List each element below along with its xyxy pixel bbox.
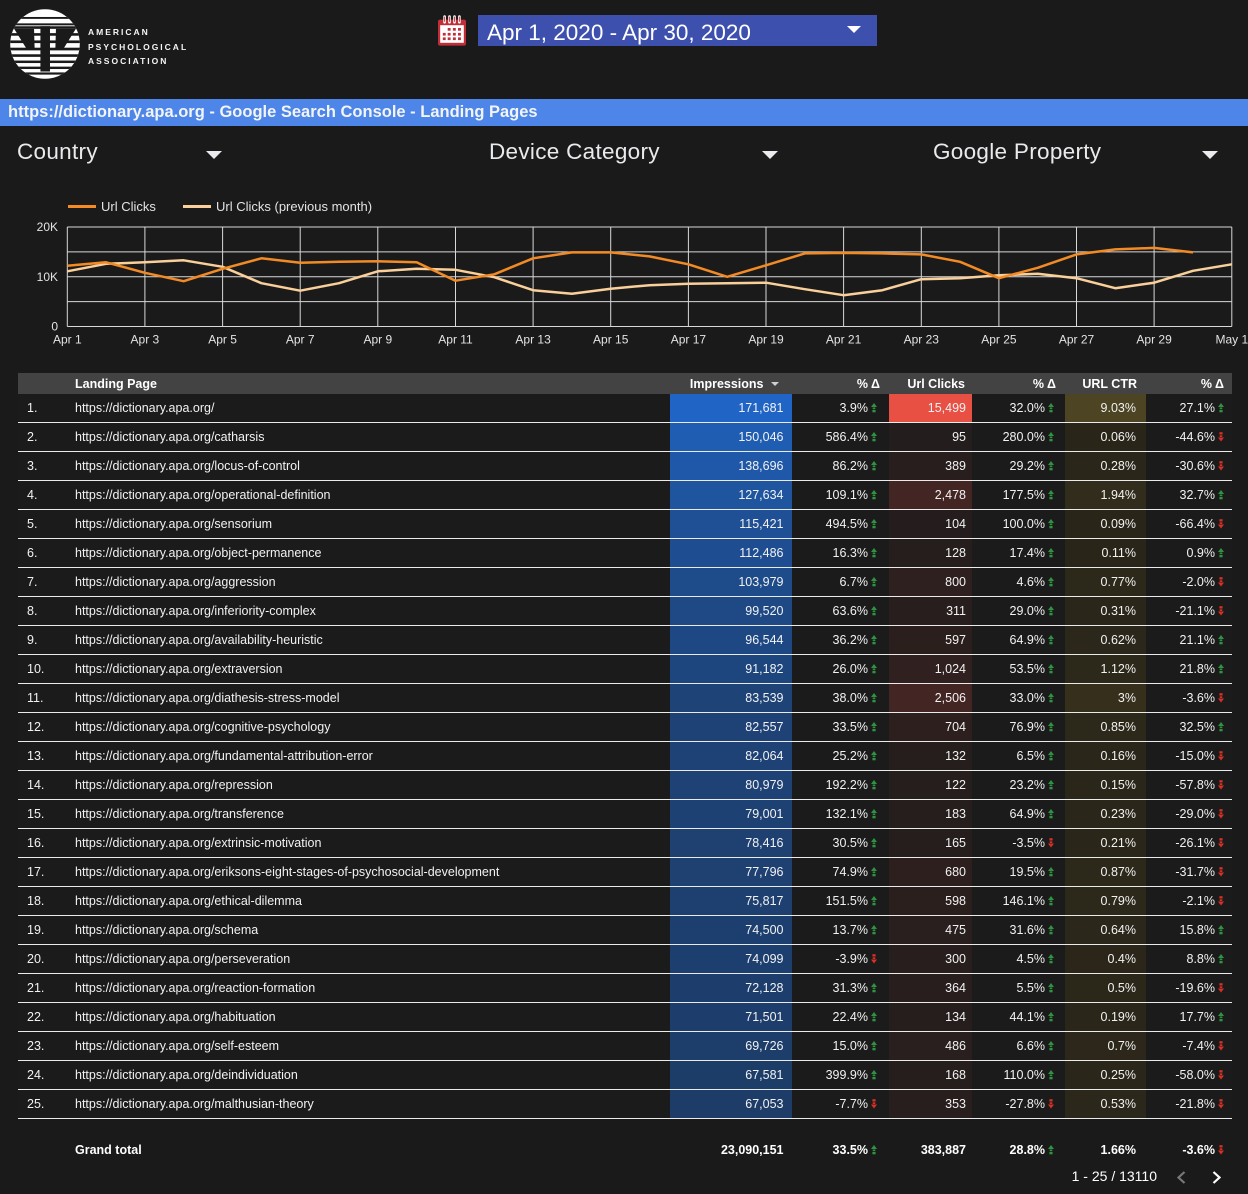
svg-text:Apr 15: Apr 15 [593,333,629,347]
svg-text:Apr 11: Apr 11 [438,333,473,347]
svg-text:Apr 1: Apr 1 [53,333,82,347]
svg-text:May 1: May 1 [1215,333,1248,347]
svg-text:Apr 3: Apr 3 [131,333,160,347]
svg-text:20K: 20K [37,220,58,234]
svg-text:Apr 13: Apr 13 [515,333,551,347]
svg-text:Url Clicks: Url Clicks [101,199,156,214]
svg-text:Apr 25: Apr 25 [981,333,1017,347]
svg-text:Apr 27: Apr 27 [1059,333,1095,347]
svg-text:Apr 17: Apr 17 [671,333,707,347]
svg-text:10K: 10K [37,270,58,284]
svg-text:Apr 7: Apr 7 [286,333,315,347]
svg-text:Apr 29: Apr 29 [1136,333,1172,347]
svg-text:Url Clicks (previous month): Url Clicks (previous month) [216,199,372,214]
svg-text:0: 0 [51,320,58,334]
svg-text:Apr 21: Apr 21 [826,333,862,347]
svg-text:Apr 19: Apr 19 [748,333,784,347]
svg-text:Apr 23: Apr 23 [904,333,940,347]
svg-text:Apr 5: Apr 5 [208,333,237,347]
svg-text:Apr 9: Apr 9 [363,333,392,347]
